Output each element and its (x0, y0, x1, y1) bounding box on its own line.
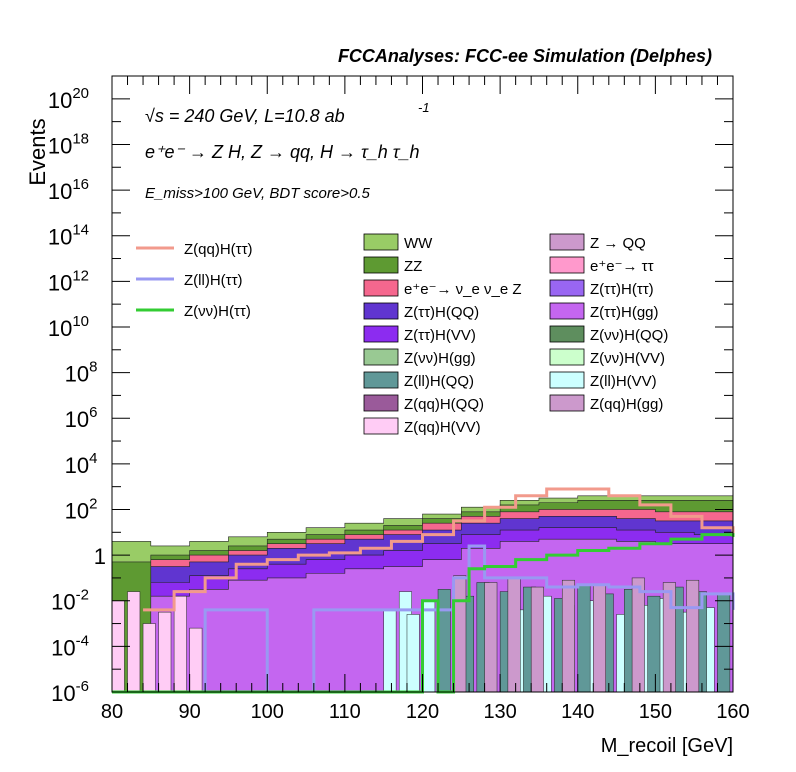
bar-z-ll-h-qq (437, 589, 451, 693)
legend-swatch (549, 256, 585, 274)
bar-z-qq-h-gg (561, 579, 575, 693)
cut-annotation: E_miss>100 GeV, BDT score>0.5 (145, 185, 370, 202)
bar-z-qq-h-vv (142, 623, 156, 693)
bar-z-ll-h-qq (717, 593, 731, 693)
legend-line-label: Z(qq)H(ττ) (184, 241, 253, 258)
legend-swatch (363, 279, 399, 297)
legend-swatch (549, 233, 585, 251)
bar-z-qq-h-gg (507, 577, 521, 693)
bar-z-ll-h-vv (406, 614, 420, 693)
y-tick-label: 10-6 (51, 678, 89, 706)
x-tick-label: 150 (639, 701, 672, 723)
x-tick-label: 100 (251, 701, 284, 723)
legend-swatch (363, 233, 399, 251)
process-annotation: e⁺e⁻ → Z H, Z → qq, H → τ_h τ_h (145, 142, 420, 162)
y-tick-label: 1012 (48, 267, 89, 295)
x-tick-label: 90 (179, 701, 201, 723)
bar-z-qq-h-vv (158, 611, 172, 693)
bar-z-qq-h-gg (453, 575, 467, 693)
legend-label: Z(qq)H(QQ) (404, 396, 484, 413)
legend-swatch (549, 325, 585, 343)
legend-swatch (363, 302, 399, 320)
chart-title: FCCAnalyses: FCC-ee Simulation (Delphes) (338, 46, 712, 66)
y-tick-label: 10-2 (51, 587, 89, 615)
legend-swatch (363, 371, 399, 389)
legend-swatch (363, 325, 399, 343)
bar-z-ll-h-qq (647, 595, 661, 693)
y-tick-label: 108 (65, 359, 98, 387)
bar-z-qq-h-gg (530, 586, 544, 693)
energy-superscript: -1 (418, 100, 430, 115)
legend-line-label: Z(ll)H(ττ) (184, 272, 243, 289)
legend-label: Z(ττ)H(ττ) (590, 281, 654, 298)
energy-annotation: √s = 240 GeV, L=10.8 ab (145, 106, 345, 126)
legend-swatch (549, 394, 585, 412)
x-tick-label: 160 (716, 701, 749, 723)
bar-z-qq-h-gg (593, 584, 606, 693)
x-tick-label: 120 (406, 701, 439, 723)
legend-swatch (363, 348, 399, 366)
bar-z-qq-h-gg (484, 582, 498, 693)
x-tick-label: 130 (483, 701, 516, 723)
y-axis-label: Events (25, 118, 50, 185)
x-axis-label: M_recoil [GeV] (601, 735, 733, 757)
y-tick-label: 1010 (48, 313, 89, 341)
legend-swatch (549, 371, 585, 389)
y-tick-label: 1014 (48, 222, 89, 250)
legend-label: Z → QQ (590, 235, 646, 252)
y-tick-label: 10-4 (51, 632, 89, 660)
y-tick-label: 106 (65, 404, 98, 432)
bar-z-qq-h-gg (631, 577, 645, 693)
bar-z-ll-h-vv (422, 600, 436, 693)
line-z-h (112, 533, 735, 694)
y-tick-label: 1018 (48, 130, 89, 158)
legend-label: ZZ (404, 258, 422, 275)
bar-z-ll-h-qq (577, 584, 591, 693)
legend-swatch (549, 302, 585, 320)
y-tick-label: 1 (94, 544, 106, 569)
y-tick-label: 1020 (48, 85, 89, 113)
legend-label: Z(νν)H(VV) (590, 350, 665, 367)
legend-label: e⁺e⁻→ ττ (590, 258, 654, 275)
legend-swatch (363, 394, 399, 412)
y-tick-label: 102 (65, 495, 98, 523)
x-tick-label: 110 (329, 701, 361, 723)
legend-label: Z(qq)H(VV) (404, 419, 481, 436)
legend-swatch (549, 348, 585, 366)
bar-z-qq-h-vv (189, 627, 203, 693)
legend-swatch (549, 279, 585, 297)
x-tick-label: 140 (561, 701, 594, 723)
bar-z-ll-h-vv (383, 609, 397, 693)
legend-label: Z(ll)H(VV) (590, 373, 657, 390)
legend-swatch (363, 256, 399, 274)
y-tick-label: 1016 (48, 176, 89, 204)
x-tick-label: 80 (101, 701, 123, 723)
bar-z-qq-h-gg (662, 582, 676, 693)
legend-swatch (363, 417, 399, 435)
line-z-qq-h (143, 487, 735, 612)
bar-z-qq-h-gg (686, 579, 700, 693)
legend-label: Z(νν)H(QQ) (590, 327, 668, 344)
bar-z-qq-h-vv (173, 595, 187, 693)
bar-z-qq-h-vv (127, 591, 141, 693)
legend-label: Z(qq)H(gg) (590, 396, 663, 413)
legend-label: Z(ττ)H(QQ) (404, 304, 479, 321)
legend-label: Z(νν)H(gg) (404, 350, 476, 367)
legend-label: e⁺e⁻→ ν_e ν_e Z (404, 281, 522, 298)
legend-label: Z(ττ)H(gg) (590, 304, 659, 321)
y-tick-label: 104 (65, 450, 98, 478)
legend-label: Z(ττ)H(VV) (404, 327, 476, 344)
legend-label: WW (404, 235, 433, 252)
legend-line-label: Z(νν)H(ττ) (184, 303, 251, 320)
legend-label: Z(ll)H(QQ) (404, 373, 474, 390)
